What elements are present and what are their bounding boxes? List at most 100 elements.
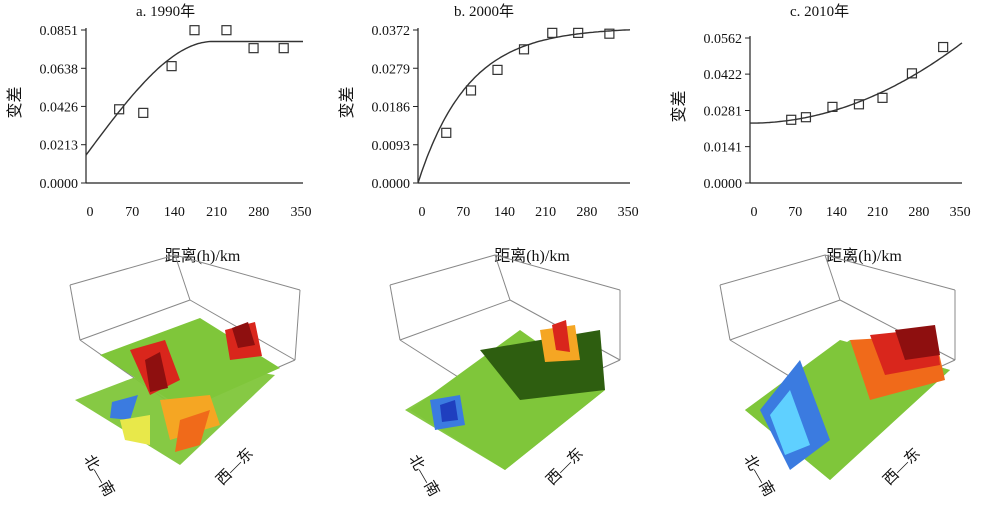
x-axis-label: 距离(h)/km bbox=[826, 247, 902, 265]
x-tick-label: 70 bbox=[125, 205, 139, 220]
y-tick-label: 0.0426 bbox=[40, 100, 79, 115]
surface-plot-2: 北—南 西—东 bbox=[389, 254, 621, 499]
data-point bbox=[278, 43, 289, 54]
surface-box-edge bbox=[79, 299, 191, 341]
surface-box-edge bbox=[729, 299, 841, 341]
data-point bbox=[604, 28, 615, 39]
y-tick-label: 0.0638 bbox=[40, 62, 79, 77]
surface-region bbox=[770, 390, 810, 455]
x-tick-label: 280 bbox=[576, 205, 597, 220]
surface-box-edge bbox=[824, 254, 841, 301]
data-point bbox=[827, 101, 838, 112]
data-point bbox=[492, 64, 503, 75]
surface-region bbox=[120, 415, 150, 445]
surface-box-edge bbox=[399, 299, 511, 341]
data-point bbox=[114, 104, 125, 115]
y-tick-label: 0.0141 bbox=[704, 141, 743, 156]
x-tick-label: 350 bbox=[618, 205, 639, 220]
x-tick-label: 210 bbox=[206, 205, 227, 220]
x-axis-label: 距离(h)/km bbox=[165, 247, 241, 265]
data-point bbox=[573, 27, 584, 38]
y-tick-label: 0.0372 bbox=[372, 24, 411, 39]
data-point bbox=[877, 92, 888, 103]
variogram-panel-1: a. 1990年 0.0000 0.0213 0.0426 0.0638 0.0851 0 7… bbox=[6, 3, 311, 265]
chart-title: b. 2000年 bbox=[454, 3, 514, 20]
x-tick-label: 210 bbox=[535, 205, 556, 220]
data-point bbox=[518, 44, 530, 55]
y-tick-label: 0.0213 bbox=[40, 139, 79, 154]
surface-box-edge bbox=[69, 254, 176, 286]
surface-region bbox=[145, 352, 168, 392]
data-point bbox=[166, 61, 177, 72]
x-tick-label: 280 bbox=[248, 205, 269, 220]
x-tick-label: 350 bbox=[290, 205, 311, 220]
surface-axis-north-south: 北—南 bbox=[80, 452, 117, 499]
surface-box-edge bbox=[174, 254, 301, 291]
surface-box-edge bbox=[494, 254, 621, 291]
surface-axis-north-south: 北—南 bbox=[405, 452, 442, 499]
surface-axis-west-east: 西—东 bbox=[213, 445, 257, 489]
variogram-panel-3: c. 2010年 0.0000 0.0141 0.0281 0.0422 0.0562 0 7… bbox=[670, 3, 971, 265]
variogram-panel-2: b. 2000年 0.0000 0.0093 0.0186 0.0279 0.0372 0 7… bbox=[338, 3, 639, 265]
surface-box-edge bbox=[389, 254, 496, 286]
surface-region bbox=[175, 410, 210, 452]
x-tick-label: 70 bbox=[456, 205, 470, 220]
surface-box-edge bbox=[719, 284, 731, 341]
x-tick-label: 350 bbox=[950, 205, 971, 220]
surface-axis-west-east: 西—东 bbox=[880, 445, 924, 489]
fitted-curve bbox=[417, 29, 631, 184]
data-point bbox=[547, 27, 558, 38]
surface-region bbox=[232, 322, 255, 348]
x-tick-label: 140 bbox=[826, 205, 847, 220]
surface-box-edge bbox=[174, 254, 191, 301]
y-tick-label: 0.0279 bbox=[372, 62, 411, 77]
x-tick-label: 70 bbox=[788, 205, 802, 220]
y-tick-label: 0.0000 bbox=[704, 177, 743, 192]
x-tick-label: 0 bbox=[419, 205, 426, 220]
surface-box-edge bbox=[389, 284, 401, 341]
surface-box-edge bbox=[294, 289, 301, 361]
x-axis-label: 距离(h)/km bbox=[494, 247, 570, 265]
y-axis-label: 变差 bbox=[6, 86, 24, 118]
x-tick-label: 140 bbox=[494, 205, 515, 220]
surface-plot-3: 北—南 西—东 bbox=[719, 254, 956, 499]
x-tick-label: 210 bbox=[867, 205, 888, 220]
y-tick-label: 0.0281 bbox=[704, 105, 743, 120]
surface-box-edge bbox=[824, 254, 956, 291]
surface-box-edge bbox=[719, 254, 826, 286]
y-tick-label: 0.0851 bbox=[40, 24, 79, 39]
chart-title: c. 2010年 bbox=[790, 3, 849, 20]
chart-title: a. 1990年 bbox=[136, 3, 195, 20]
surface-axis-west-east: 西—东 bbox=[543, 445, 587, 489]
y-tick-label: 0.0186 bbox=[372, 101, 411, 116]
data-point bbox=[221, 25, 232, 36]
y-tick-label: 0.0000 bbox=[40, 177, 79, 192]
surface-region bbox=[552, 320, 570, 352]
data-point bbox=[800, 112, 812, 123]
y-tick-label: 0.0093 bbox=[372, 139, 411, 154]
data-point bbox=[189, 25, 200, 36]
data-point bbox=[465, 85, 477, 96]
y-axis-label: 变差 bbox=[338, 86, 356, 118]
y-tick-label: 0.0422 bbox=[704, 68, 743, 83]
fitted-curve bbox=[750, 42, 963, 124]
data-point bbox=[138, 107, 149, 118]
data-point bbox=[853, 99, 865, 110]
surface-plot-1: 北—南 西—东 bbox=[69, 254, 301, 499]
data-point bbox=[786, 114, 797, 125]
surface-region bbox=[110, 395, 138, 420]
y-tick-label: 0.0562 bbox=[704, 32, 743, 47]
data-point bbox=[906, 68, 918, 79]
data-point bbox=[938, 41, 949, 53]
fitted-curve bbox=[85, 40, 303, 156]
x-tick-label: 0 bbox=[87, 205, 94, 220]
surface-axis-north-south: 北—南 bbox=[740, 452, 777, 499]
y-tick-label: 0.0000 bbox=[372, 177, 411, 192]
surface-region bbox=[895, 325, 940, 360]
x-tick-label: 0 bbox=[751, 205, 758, 220]
surface-region bbox=[440, 400, 458, 422]
data-point bbox=[441, 127, 452, 138]
x-tick-label: 140 bbox=[164, 205, 185, 220]
x-tick-label: 280 bbox=[908, 205, 929, 220]
